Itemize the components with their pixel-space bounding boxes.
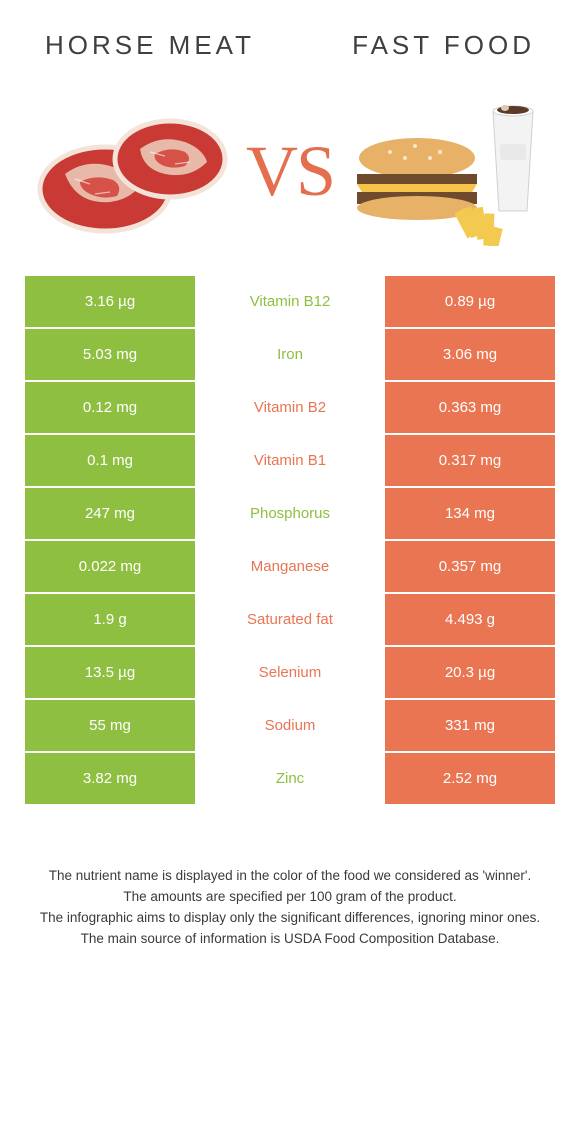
table-row: 3.82 mgZinc2.52 mg xyxy=(25,753,555,806)
right-value: 20.3 µg xyxy=(385,647,555,698)
right-value: 2.52 mg xyxy=(385,753,555,804)
nutrient-name: Iron xyxy=(195,329,385,380)
fast-food-icon xyxy=(340,96,550,246)
right-value: 0.317 mg xyxy=(385,435,555,486)
nutrient-name: Saturated fat xyxy=(195,594,385,645)
table-row: 0.12 mgVitamin B20.363 mg xyxy=(25,382,555,435)
nutrient-name: Vitamin B2 xyxy=(195,382,385,433)
left-value: 13.5 µg xyxy=(25,647,195,698)
left-value: 5.03 mg xyxy=(25,329,195,380)
table-row: 5.03 mgIron3.06 mg xyxy=(25,329,555,382)
nutrient-name: Manganese xyxy=(195,541,385,592)
nutrient-name: Vitamin B12 xyxy=(195,276,385,327)
right-value: 331 mg xyxy=(385,700,555,751)
table-row: 0.1 mgVitamin B10.317 mg xyxy=(25,435,555,488)
table-row: 55 mgSodium331 mg xyxy=(25,700,555,753)
footer-line-2: The amounts are specified per 100 gram o… xyxy=(30,887,550,908)
titles-row: Horse meat Fast food xyxy=(10,30,570,86)
right-value: 0.363 mg xyxy=(385,382,555,433)
nutrient-name: Zinc xyxy=(195,753,385,804)
nutrient-name: Phosphorus xyxy=(195,488,385,539)
table-row: 247 mgPhosphorus134 mg xyxy=(25,488,555,541)
table-row: 1.9 gSaturated fat4.493 g xyxy=(25,594,555,647)
horse-meat-icon xyxy=(30,96,240,246)
infographic-container: Horse meat Fast food VS xyxy=(0,0,580,970)
footer-line-4: The main source of information is USDA F… xyxy=(30,929,550,950)
table-row: 0.022 mgManganese0.357 mg xyxy=(25,541,555,594)
footer-line-1: The nutrient name is displayed in the co… xyxy=(30,866,550,887)
comparison-table: 3.16 µgVitamin B120.89 µg5.03 mgIron3.06… xyxy=(25,276,555,806)
left-title: Horse meat xyxy=(45,30,255,61)
left-value: 1.9 g xyxy=(25,594,195,645)
left-value: 3.82 mg xyxy=(25,753,195,804)
nutrient-name: Vitamin B1 xyxy=(195,435,385,486)
left-value: 247 mg xyxy=(25,488,195,539)
right-value: 4.493 g xyxy=(385,594,555,645)
right-value: 0.89 µg xyxy=(385,276,555,327)
footer-line-3: The infographic aims to display only the… xyxy=(30,908,550,929)
nutrient-name: Sodium xyxy=(195,700,385,751)
vs-label: VS xyxy=(246,130,334,213)
right-value: 0.357 mg xyxy=(385,541,555,592)
footer-notes: The nutrient name is displayed in the co… xyxy=(30,866,550,950)
right-value: 134 mg xyxy=(385,488,555,539)
left-value: 0.12 mg xyxy=(25,382,195,433)
hero-row: VS xyxy=(10,86,570,276)
nutrient-name: Selenium xyxy=(195,647,385,698)
right-title: Fast food xyxy=(352,30,535,61)
left-value: 55 mg xyxy=(25,700,195,751)
left-value: 0.022 mg xyxy=(25,541,195,592)
left-value: 3.16 µg xyxy=(25,276,195,327)
left-value: 0.1 mg xyxy=(25,435,195,486)
table-row: 3.16 µgVitamin B120.89 µg xyxy=(25,276,555,329)
right-value: 3.06 mg xyxy=(385,329,555,380)
table-row: 13.5 µgSelenium20.3 µg xyxy=(25,647,555,700)
